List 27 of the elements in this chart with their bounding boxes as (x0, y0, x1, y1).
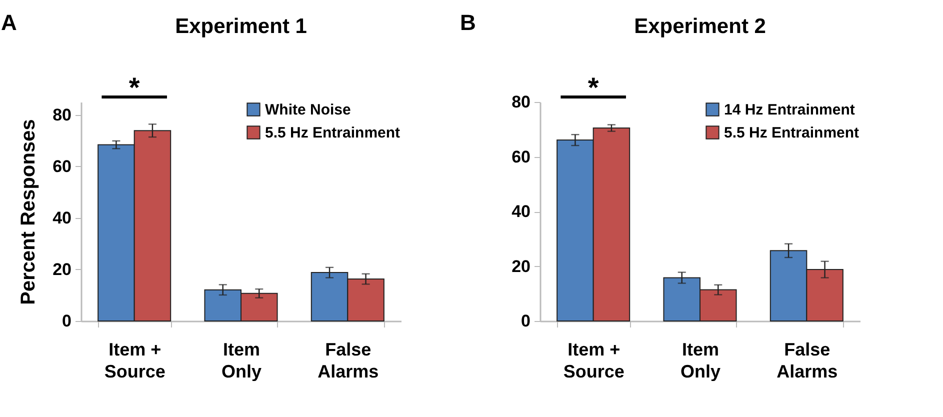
y-tick-label: 20 (512, 256, 530, 276)
legend-label: White Noise (265, 102, 351, 118)
y-tick-label: 40 (52, 208, 72, 228)
x-tick-label: Item + Source (563, 340, 624, 382)
y-tick-label: 0 (521, 312, 530, 330)
x-tick-label: Item + Source (104, 340, 166, 382)
chart-title: Experiment 2 (634, 15, 766, 38)
y-tick-label: 0 (62, 312, 72, 330)
annotation: * (128, 72, 140, 103)
legend-label: 14 Hz Entrainment (724, 102, 855, 118)
annotation: * (588, 72, 599, 103)
x-tick-label: Item Only (680, 340, 721, 382)
y-tick-label: 40 (512, 202, 530, 221)
legend-label: 5.5 Hz Entrainment (724, 124, 860, 142)
x-tick-label: False Alarms (318, 340, 379, 382)
y-axis-title: Percent Responses (18, 119, 40, 305)
legend-label: 5.5 Hz Entrainment (265, 124, 400, 142)
y-tick-label: 80 (512, 92, 530, 112)
text: B (460, 10, 476, 35)
y-tick-label: 60 (52, 156, 72, 176)
text: A (1, 10, 17, 35)
chart-title: Experiment 1 (175, 15, 308, 38)
x-tick-label: Item Only (221, 340, 262, 382)
y-tick-label: 60 (512, 147, 530, 166)
y-tick-label: 80 (52, 105, 72, 124)
x-tick-label: False Alarms (776, 340, 838, 382)
y-tick-label: 20 (52, 260, 72, 279)
